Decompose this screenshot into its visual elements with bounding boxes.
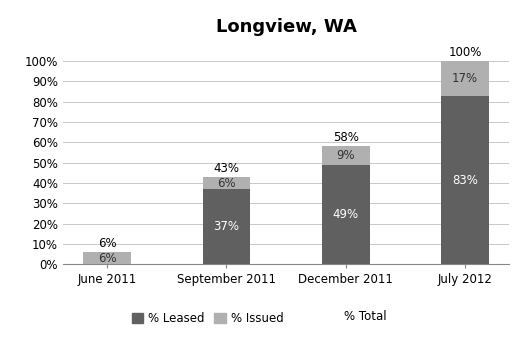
Text: 49%: 49% bbox=[333, 208, 359, 221]
Bar bbox=[441, 61, 489, 96]
Text: 43%: 43% bbox=[214, 162, 239, 175]
Bar bbox=[322, 146, 370, 165]
Text: 17%: 17% bbox=[452, 72, 478, 85]
Bar bbox=[203, 189, 250, 264]
Title: Longview, WA: Longview, WA bbox=[216, 18, 356, 36]
Bar bbox=[203, 177, 250, 189]
Bar bbox=[441, 96, 489, 264]
Text: 6%: 6% bbox=[98, 252, 117, 265]
Text: 83%: 83% bbox=[452, 174, 478, 186]
Text: % Total: % Total bbox=[344, 311, 387, 323]
Text: 6%: 6% bbox=[217, 177, 236, 190]
Text: 58%: 58% bbox=[333, 132, 359, 144]
Bar bbox=[322, 165, 370, 264]
Text: 37%: 37% bbox=[214, 220, 239, 233]
Legend: % Leased, % Issued: % Leased, % Issued bbox=[127, 308, 288, 330]
Text: 100%: 100% bbox=[448, 46, 482, 59]
Text: 9%: 9% bbox=[337, 149, 355, 162]
Text: 6%: 6% bbox=[98, 237, 117, 250]
Bar bbox=[83, 252, 131, 264]
